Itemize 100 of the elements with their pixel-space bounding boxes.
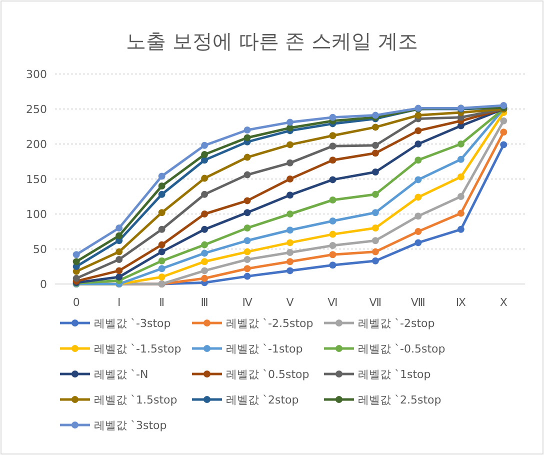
point [244,256,251,263]
x-tick-label: Ⅶ [369,296,382,309]
point [372,248,379,256]
point [158,274,166,280]
legend-label: 레벨값 `-3stop [94,317,171,330]
point [244,248,251,256]
point [329,230,336,238]
y-tick-label: 0 [40,278,47,291]
legend-label: 레벨값 `2.5stop [358,394,442,406]
point [372,190,379,198]
point [329,218,336,224]
legend-label: 레벨값 `-2.5stop [226,317,314,330]
point [158,248,166,256]
point [500,128,508,136]
point [329,262,336,269]
point [201,174,208,182]
x-tick-label: Ⅹ [500,296,508,309]
point [329,196,336,204]
legend-label: 레벨값 `-0.5stop [358,342,446,356]
point [372,150,379,157]
point [329,176,336,184]
point [329,242,336,249]
point [457,193,464,200]
point [457,156,464,163]
y-tick-label: 200 [26,138,47,151]
point [201,151,208,158]
point [414,212,422,220]
point [158,257,166,264]
x-tick-label: Ⅴ [286,296,294,309]
point [116,248,123,256]
x-tick-label: Ⅳ [242,296,254,309]
point [158,190,166,198]
x-tick-label: Ⅱ [159,296,165,309]
point [158,226,166,233]
point [414,176,422,184]
legend-label: 레벨값 `2stop [226,394,299,406]
point [286,210,294,218]
point [286,192,294,199]
point [500,102,508,109]
legend-label: 레벨값 `3stop [94,419,167,432]
y-tick-label: 150 [26,173,47,186]
point [457,140,464,148]
point [72,251,80,258]
point [158,265,166,272]
legend-label: 레벨값 `-1.5stop [94,342,182,356]
x-tick-label: 0 [72,296,80,309]
point [286,124,294,132]
point [116,274,123,280]
point [329,114,336,121]
point [201,142,208,149]
point [158,209,166,216]
point [244,197,251,204]
point [201,226,208,233]
point [372,224,379,232]
point [201,210,208,218]
point [244,237,251,244]
point [414,140,422,148]
point [72,274,80,282]
point [116,232,123,240]
x-tick-label: Ⅲ [200,296,208,309]
point [244,224,251,232]
y-tick-label: 50 [33,243,47,256]
legend-label: 레벨값 `1.5stop [94,394,178,406]
point [414,239,422,246]
point [244,171,251,178]
point [372,168,379,176]
point [158,241,166,248]
legend-label: 레벨값 `-N [94,368,148,381]
point [414,156,422,164]
point [244,126,251,134]
legend-label: 레벨값 `1stop [358,368,431,381]
point [372,237,379,244]
x-tick-label: Ⅷ [410,296,426,309]
point [158,182,166,190]
x-tick-label: Ⅵ [328,296,338,309]
legend-label: 레벨값 `-2stop [358,317,435,330]
point [201,258,208,266]
point [286,258,294,266]
point [286,141,294,148]
point [201,267,208,274]
point [329,251,336,258]
legend-label: 레벨값 `0.5stop [226,368,310,381]
point [457,173,464,180]
point [72,258,80,266]
chart-title: 노출 보정에 따른 존 스케일 계조 [126,29,418,53]
point [457,210,464,217]
point [414,228,422,235]
point [372,142,379,149]
point [329,132,336,140]
x-tick-label: Ⅰ [117,296,121,309]
point [414,194,422,201]
point [244,272,251,280]
point [158,172,166,180]
point [201,190,208,198]
point [286,267,294,274]
point [116,267,123,274]
point [286,249,294,256]
point [244,134,251,142]
point [500,141,508,148]
point [244,154,251,161]
